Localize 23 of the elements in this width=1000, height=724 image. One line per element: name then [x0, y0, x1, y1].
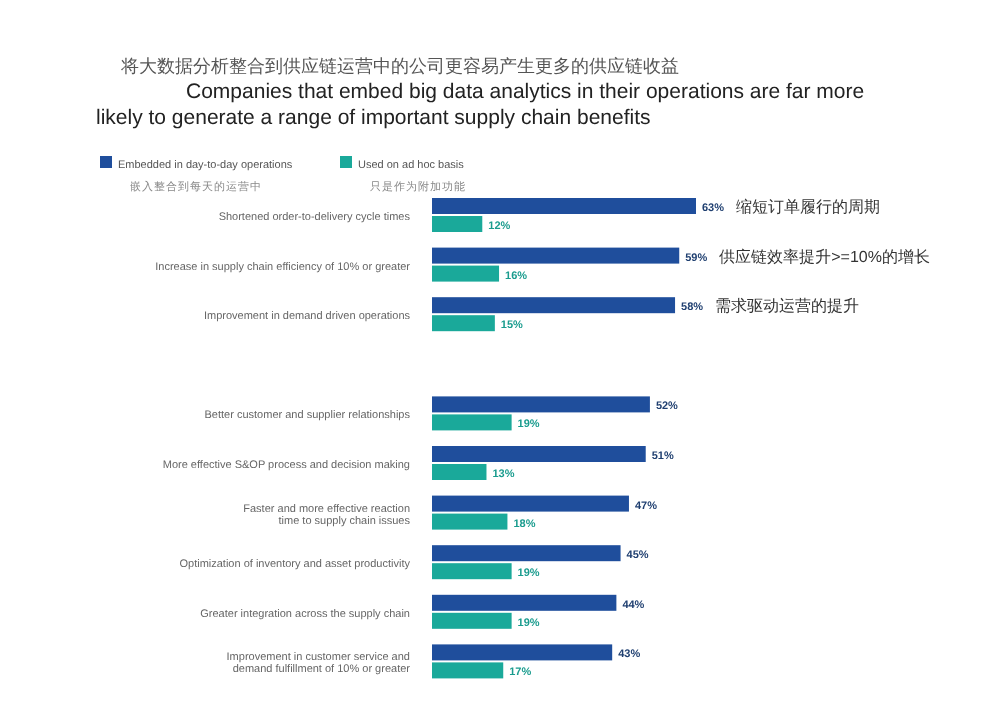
bar [432, 414, 512, 431]
bar [432, 216, 483, 232]
bar [432, 513, 508, 530]
annotation: 需求驱动运营的提升 [715, 297, 860, 316]
bar [432, 612, 512, 629]
annotation: 缩短订单履行的周期 [736, 198, 880, 216]
bar [432, 247, 680, 264]
bar [432, 265, 500, 282]
bar [432, 315, 495, 332]
bar [432, 297, 676, 314]
bar [432, 644, 613, 661]
chart-subtitle: Companies that embed big data analytics in their operations are far more likely to generate a range of important supply chain benefits [96, 80, 867, 132]
bar [432, 545, 621, 562]
bar [432, 464, 487, 480]
bar [432, 594, 617, 611]
bar [432, 446, 646, 462]
chart-title: 将大数据分析整合到供应链运营中的公司更容易产生更多的供应链收益 [119, 56, 679, 76]
bar [432, 198, 696, 214]
bar [432, 495, 629, 512]
bar [432, 563, 512, 580]
bar [432, 662, 504, 679]
bar [432, 396, 650, 413]
annotation: 供应链效率提升>=10%的增长 [719, 247, 930, 266]
